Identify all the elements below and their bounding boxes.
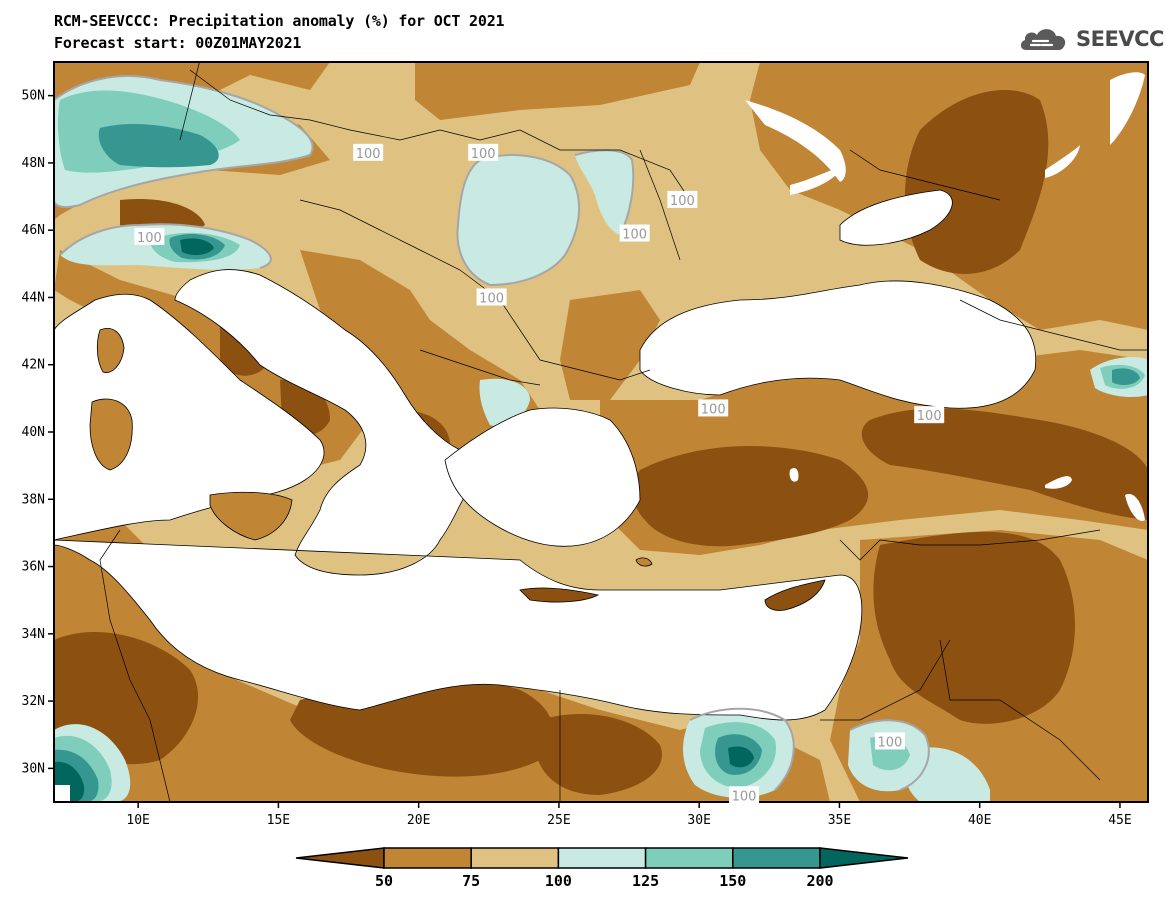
- contour-label-bg: [698, 399, 729, 417]
- colorbar-segment: [644, 847, 734, 869]
- lat-tick-label: 32N: [22, 694, 45, 709]
- islands: [89, 328, 826, 611]
- colorbar-label: 150: [719, 872, 746, 890]
- lon-tick-label: 15E: [267, 813, 290, 828]
- seevccc-logo: SEEVCCC: [1018, 24, 1165, 54]
- contour-label-bg: [874, 732, 905, 750]
- colorbar-segment: [819, 847, 909, 869]
- colorbar-label: 100: [545, 872, 572, 890]
- contour-label: 100: [137, 231, 162, 246]
- colorbar-label: 75: [462, 872, 480, 890]
- lat-tick-label: 34N: [22, 627, 45, 642]
- contour-label: 100: [917, 409, 942, 424]
- lakes: [54, 72, 1145, 802]
- contour-label: 100: [701, 402, 726, 417]
- contour-label-bg: [468, 143, 499, 161]
- contour-label: 100: [732, 789, 757, 804]
- lat-tick-label: 48N: [22, 156, 45, 171]
- anomaly-above-200: [54, 238, 754, 802]
- colorbar-segment: [557, 847, 647, 869]
- colorbar: 50 75 100 125 150 200: [295, 847, 909, 890]
- latitude-axis: 50N 48N 46N 44N 42N 40N 38N 36N 34N 32N 30N: [22, 89, 54, 776]
- contour-label: 100: [471, 147, 496, 162]
- colorbar-label: 125: [632, 872, 659, 890]
- colorbar-segment: [383, 847, 472, 869]
- contour-label-bg: [667, 190, 698, 208]
- contour-label-bg: [914, 406, 945, 424]
- contour-label-bg: [476, 288, 507, 306]
- colorbar-segment: [295, 847, 385, 869]
- lat-tick-label: 42N: [22, 358, 45, 373]
- colorbar-label: 50: [375, 872, 393, 890]
- sea-mask: [54, 189, 1037, 721]
- longitude-axis: 10E 15E 20E 25E 30E 35E 40E 45E: [126, 802, 1132, 828]
- colorbar-segment: [470, 847, 560, 869]
- lat-tick-label: 40N: [22, 425, 45, 440]
- lon-tick-label: 25E: [547, 813, 570, 828]
- lon-tick-label: 35E: [828, 813, 851, 828]
- lon-tick-label: 40E: [968, 813, 991, 828]
- contour-label: 100: [479, 291, 504, 306]
- contour-label-bg: [134, 227, 165, 245]
- lon-tick-label: 30E: [687, 813, 710, 828]
- cloud-icon: [1020, 29, 1066, 50]
- contour-labels: 100 100 100 100 100 100 100 100 100 100: [134, 143, 945, 804]
- colorbar-segment: [732, 847, 821, 869]
- lon-tick-label: 10E: [126, 813, 149, 828]
- contour-100-lines: [54, 75, 930, 791]
- lat-tick-label: 38N: [22, 492, 45, 507]
- logo-text: SEEVCCC: [1076, 27, 1165, 51]
- lon-tick-label: 45E: [1108, 813, 1131, 828]
- colorbar-label: 200: [806, 872, 833, 890]
- contour-label: 100: [622, 228, 647, 243]
- lat-tick-label: 50N: [22, 89, 45, 104]
- lat-tick-label: 36N: [22, 560, 45, 575]
- anomaly-field: [54, 62, 1148, 802]
- lon-tick-label: 20E: [407, 813, 430, 828]
- lat-tick-label: 44N: [22, 290, 45, 305]
- contour-label-bg: [619, 224, 650, 242]
- map-title: RCM-SEEVCCC: Precipitation anomaly (%) f…: [54, 12, 505, 30]
- contour-label-bg: [353, 143, 384, 161]
- contour-label-bg: [729, 786, 760, 804]
- contour-label: 100: [670, 194, 695, 209]
- contour-label: 100: [878, 735, 903, 750]
- country-borders: [99, 62, 1148, 802]
- forecast-start-label: Forecast start: 00Z01MAY2021: [54, 34, 302, 52]
- lat-tick-label: 46N: [22, 223, 45, 238]
- contour-label: 100: [356, 147, 381, 162]
- lat-tick-label: 30N: [22, 761, 45, 776]
